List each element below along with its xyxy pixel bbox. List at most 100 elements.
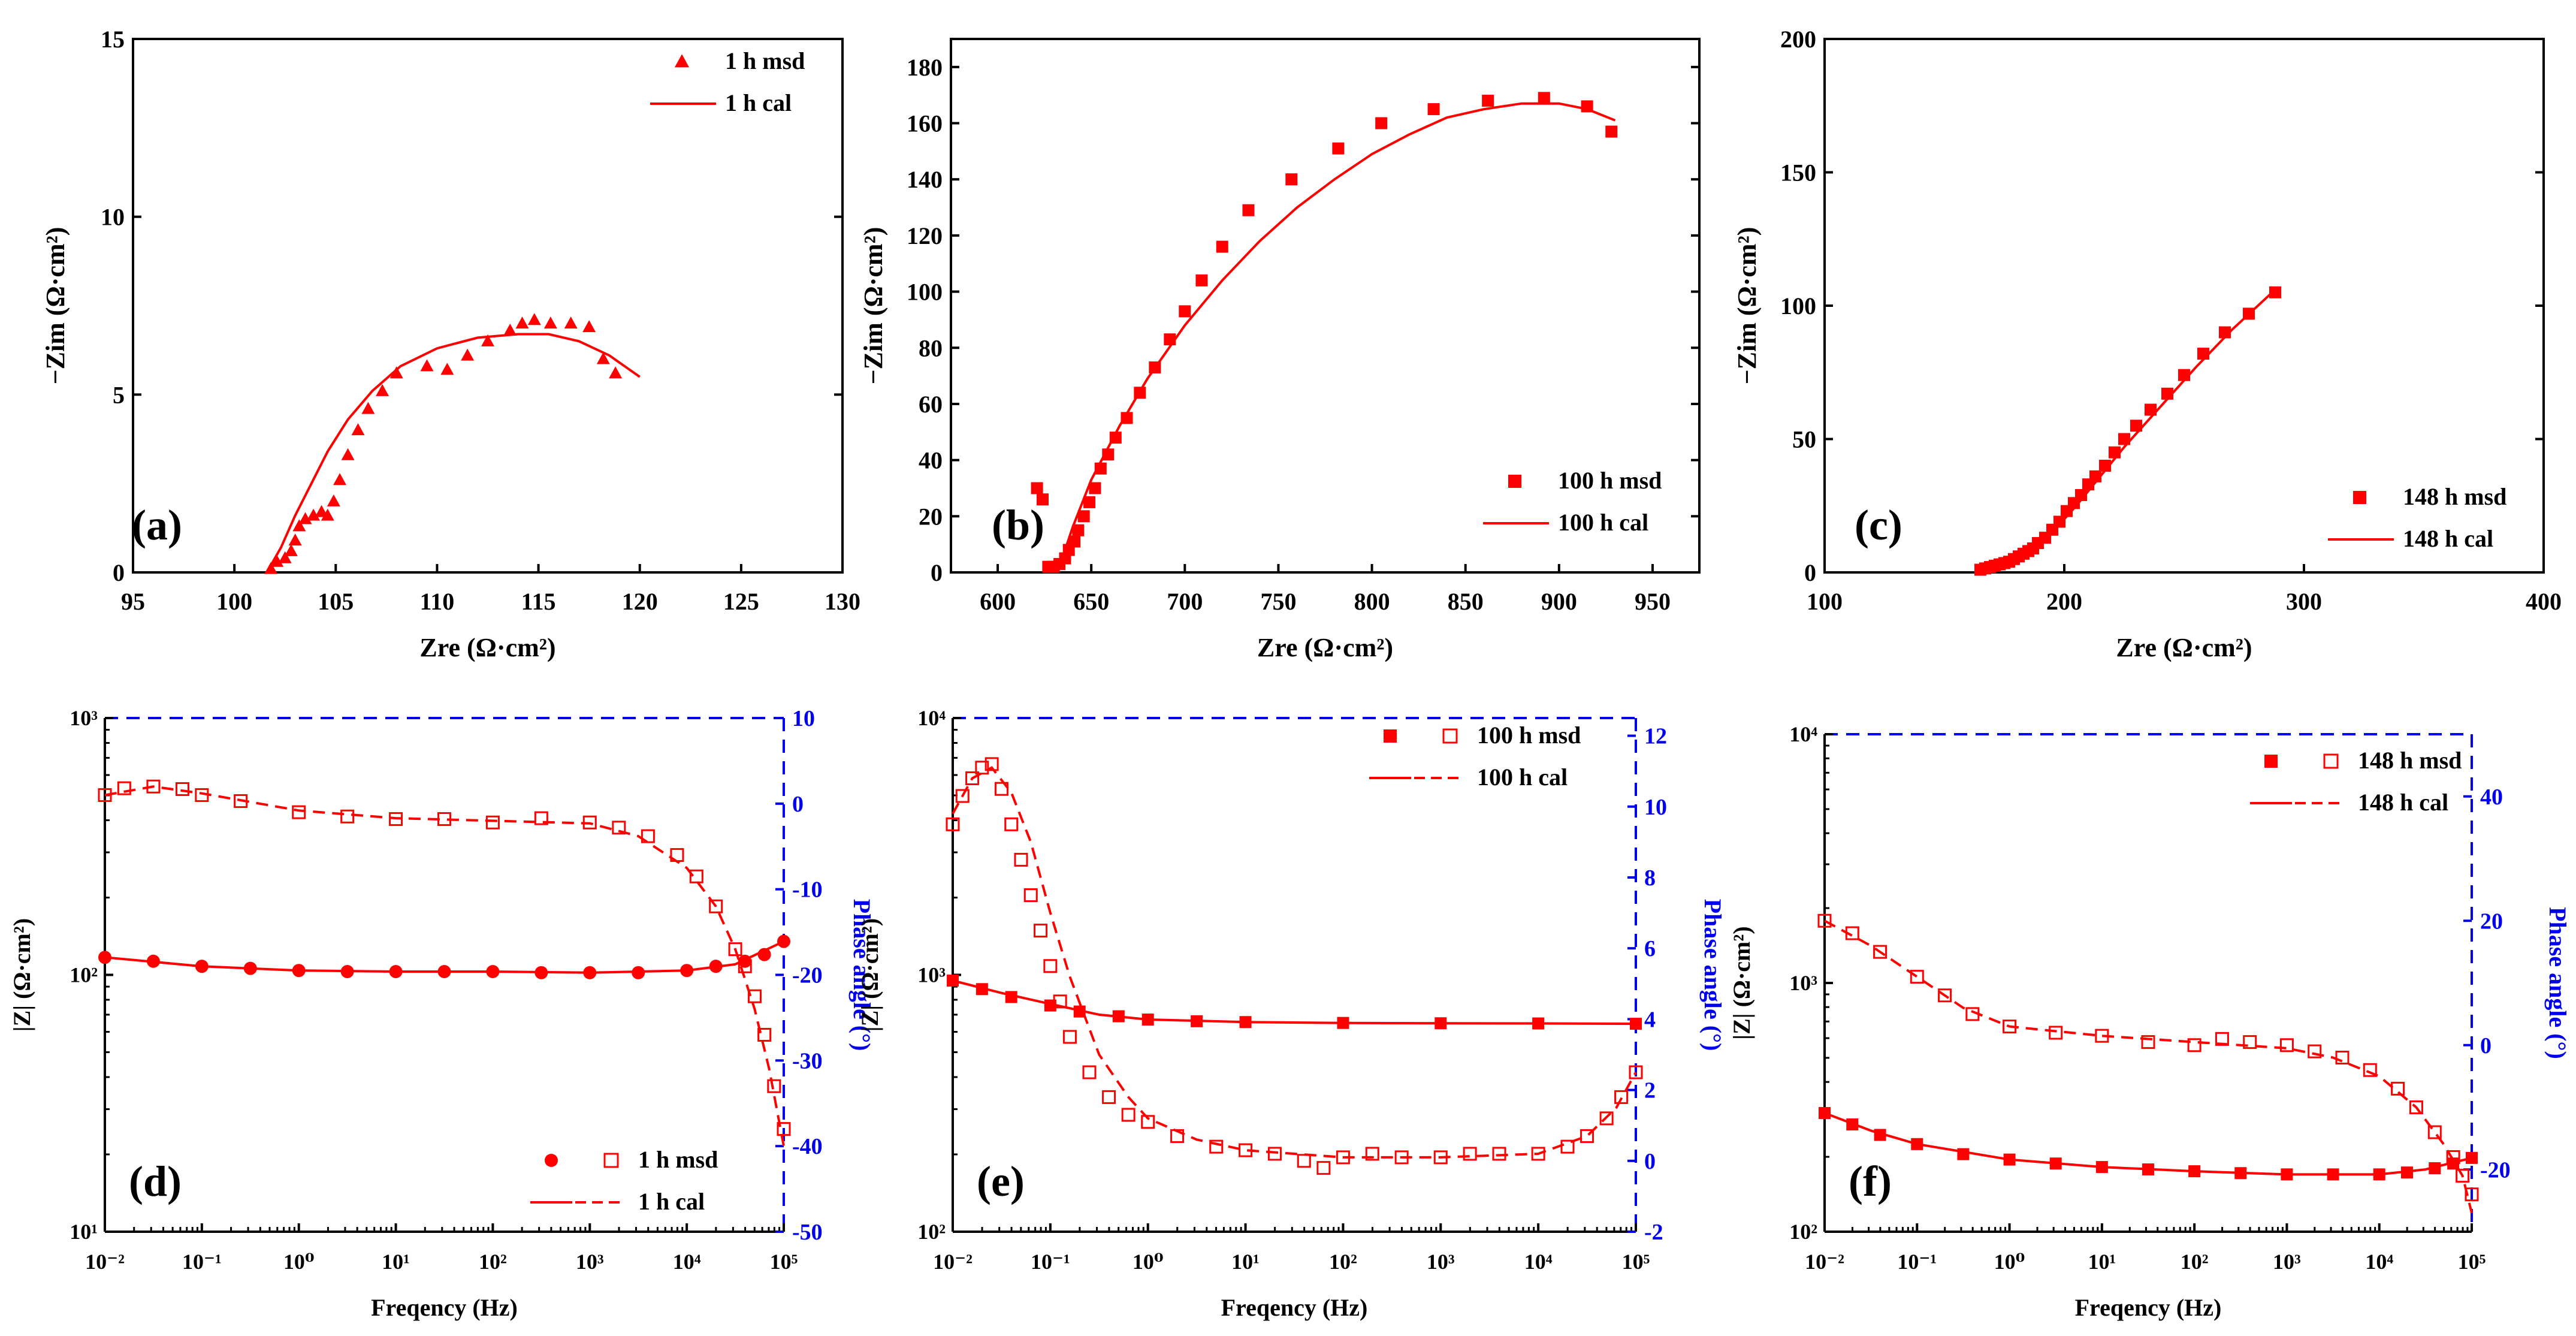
x-tick-label: 10⁰ [1133, 1250, 1164, 1274]
data-point [1605, 125, 1618, 138]
chart-panel-1: 95 100 105 110 115 120 125 130 0 5 10 15 Zre (Ω·cm²)… [41, 26, 860, 662]
data-point [1910, 970, 1924, 984]
data-point [2466, 1151, 2478, 1164]
data-point [1560, 1139, 1575, 1154]
data-point [612, 821, 626, 835]
data-point [481, 334, 494, 346]
y2-tick-label: -20 [792, 963, 823, 988]
y-axis-label: −Zim (Ω·cm²) [859, 227, 888, 385]
data-point [609, 366, 623, 379]
y-tick-label: 10³ [70, 706, 98, 730]
fit-line [1824, 1112, 2472, 1176]
data-point [689, 869, 703, 883]
legend-label: 100 h cal [1558, 509, 1648, 536]
data-point [747, 989, 762, 1003]
data-point [1031, 482, 1043, 494]
data-point [341, 448, 355, 460]
x-tick-label: 10¹ [2088, 1250, 2116, 1274]
x-axis-label: Freqency (Hz) [371, 1294, 518, 1321]
x-tick-label: 10⁻² [933, 1250, 973, 1274]
data-point [389, 812, 403, 827]
data-point [1297, 1154, 1311, 1168]
data-point [767, 1079, 781, 1093]
data-point [2269, 286, 2281, 298]
data-point [292, 805, 306, 819]
y-tick-label: 140 [907, 166, 943, 193]
x-tick-label: 10¹ [382, 1250, 410, 1274]
legend-marker [674, 54, 690, 68]
y2-tick-label: 20 [2480, 909, 2503, 934]
y2-tick-label: 0 [2480, 1033, 2492, 1058]
data-point [1195, 274, 1208, 286]
chart-panel-6: 10⁻² 10⁻¹ 10⁰ 10¹ 10² 10³ 10⁴ 10⁵ 10² 10³ 10⁴ -20 0 2… [1728, 722, 2571, 1321]
y-tick-label: 120 [907, 222, 943, 249]
data-point [1068, 535, 1081, 548]
data-point [1023, 888, 1038, 903]
data-point [1062, 1030, 1077, 1044]
y-tick-label: 40 [919, 447, 943, 474]
fit-line [952, 979, 1636, 1026]
data-point [1629, 1065, 1643, 1079]
panel-label: (e) [977, 1157, 1025, 1205]
data-point [440, 363, 454, 375]
x-tick-label: 10⁵ [2458, 1250, 2486, 1274]
x-tick-label: 10⁵ [1622, 1250, 1650, 1274]
data-point [321, 508, 334, 521]
x-tick-label: 10³ [1427, 1250, 1455, 1274]
data-point [1538, 92, 1550, 104]
x-tick-label: 800 [1354, 588, 1390, 615]
data-point [1580, 1129, 1594, 1143]
data-point [2049, 1026, 2063, 1040]
y-tick-label: 150 [1780, 159, 1816, 186]
series-4 [1824, 919, 2473, 1214]
y2-tick-label: -30 [792, 1048, 823, 1073]
x-tick-label: 850 [1448, 588, 1484, 615]
fit-line [104, 940, 784, 974]
y2-tick-label: 0 [792, 792, 804, 817]
legend: 1 h msd 1 h cal [650, 47, 805, 116]
legend-label: 1 h cal [725, 89, 792, 116]
data-point [1365, 1147, 1379, 1161]
legend-marker [1442, 728, 1458, 744]
data-point [515, 316, 529, 329]
series-4 [952, 766, 1637, 1159]
series-2 [952, 979, 1636, 1026]
data-point [709, 899, 723, 913]
data-point [1216, 240, 1228, 253]
data-point [955, 789, 970, 803]
chart-panel-4: 10⁻² 10⁻¹ 10⁰ 10¹ 10² 10³ 10⁴ 10⁵ 10¹ 10² 10³ -50 -4… [8, 706, 875, 1321]
series-3 [98, 779, 791, 1136]
y2-tick-label: 10 [792, 706, 815, 731]
phase-axis-label: Phase angle (°) [1699, 899, 1726, 1051]
y2-tick-label: 40 [2480, 785, 2503, 810]
x-tick-label: 10¹ [1231, 1250, 1260, 1274]
data-point [2391, 1081, 2405, 1096]
y-tick-label: 10³ [1789, 971, 1817, 995]
legend-marker [2323, 753, 2339, 769]
data-point [975, 761, 989, 775]
x-tick-label: 10⁻¹ [1031, 1250, 1070, 1274]
data-point [1179, 305, 1191, 318]
data-point [117, 781, 131, 795]
chart-panel-5: 10⁻² 10⁻¹ 10⁰ 10¹ 10² 10³ 10⁴ 10⁵ 10² 10³ 10⁴ -2 0 2 4… [856, 706, 1726, 1321]
x-tick-label: 10⁵ [770, 1250, 798, 1274]
legend-label: 148 h cal [2358, 789, 2448, 816]
y-tick-label: 15 [101, 26, 125, 53]
data-point [1121, 1108, 1136, 1122]
y-axis-label: −Zim (Ω·cm²) [1732, 227, 1762, 385]
phase-axis-label: Phase angle (°) [2544, 907, 2571, 1059]
series-1 [1974, 286, 2281, 576]
data-point [946, 817, 960, 831]
data-point [1492, 1147, 1506, 1161]
data-point [2141, 1035, 2155, 1050]
data-point [1004, 817, 1019, 831]
series-2 [265, 333, 641, 573]
data-point [564, 316, 578, 329]
y-tick-label: 180 [907, 54, 943, 81]
legend: 148 h msd 148 h cal [2250, 747, 2462, 816]
data-point [1053, 994, 1067, 1009]
data-point [361, 402, 375, 414]
data-point [1531, 1147, 1545, 1161]
x-tick-label: 200 [2046, 588, 2082, 615]
data-point [985, 757, 999, 771]
